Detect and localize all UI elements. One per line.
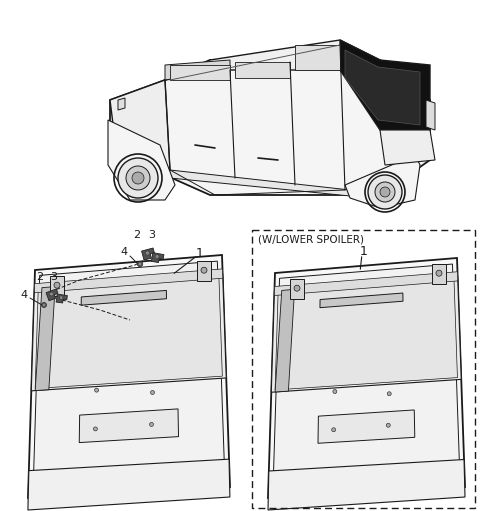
Polygon shape [110, 140, 420, 196]
Circle shape [43, 304, 45, 306]
Polygon shape [33, 261, 225, 492]
Circle shape [386, 423, 390, 427]
Text: 3: 3 [148, 230, 156, 240]
Circle shape [118, 158, 158, 198]
Polygon shape [28, 459, 230, 510]
Text: 1: 1 [196, 246, 204, 260]
Polygon shape [118, 98, 125, 110]
Circle shape [436, 270, 442, 276]
Polygon shape [110, 60, 430, 195]
Polygon shape [170, 65, 230, 80]
Polygon shape [56, 294, 67, 303]
Bar [252, 230, 475, 508]
Circle shape [95, 388, 98, 392]
Polygon shape [275, 278, 457, 390]
Polygon shape [340, 40, 430, 130]
Circle shape [151, 390, 155, 394]
Polygon shape [275, 289, 295, 392]
Polygon shape [108, 120, 175, 200]
Polygon shape [50, 276, 64, 296]
Polygon shape [290, 279, 304, 299]
Circle shape [333, 389, 337, 393]
Polygon shape [79, 409, 179, 443]
Circle shape [145, 251, 150, 255]
Text: 2: 2 [36, 272, 44, 282]
Polygon shape [320, 293, 403, 308]
Polygon shape [165, 40, 380, 90]
Circle shape [42, 303, 47, 308]
Text: 4: 4 [121, 247, 128, 257]
Circle shape [94, 427, 97, 431]
Polygon shape [28, 255, 230, 498]
Circle shape [137, 261, 143, 267]
Polygon shape [165, 60, 230, 80]
Polygon shape [345, 50, 420, 125]
Polygon shape [380, 130, 435, 165]
Circle shape [375, 182, 395, 202]
Circle shape [380, 187, 390, 197]
Polygon shape [142, 248, 155, 260]
Polygon shape [268, 258, 465, 498]
Polygon shape [271, 276, 461, 392]
Circle shape [387, 392, 391, 396]
Polygon shape [273, 264, 460, 492]
Polygon shape [318, 410, 415, 443]
Circle shape [60, 296, 63, 299]
Polygon shape [235, 62, 290, 78]
Circle shape [155, 254, 159, 259]
Polygon shape [35, 287, 55, 390]
Polygon shape [35, 276, 222, 388]
Polygon shape [345, 155, 420, 208]
Circle shape [49, 292, 53, 296]
Text: 1: 1 [360, 244, 368, 258]
Polygon shape [110, 80, 170, 170]
Polygon shape [274, 272, 458, 295]
Text: 2: 2 [133, 230, 141, 240]
Circle shape [139, 263, 141, 265]
Polygon shape [46, 289, 58, 301]
Circle shape [54, 282, 60, 288]
Polygon shape [432, 264, 446, 284]
Circle shape [294, 285, 300, 291]
Polygon shape [295, 45, 340, 70]
Polygon shape [151, 252, 164, 263]
Circle shape [332, 428, 336, 432]
Circle shape [132, 172, 144, 184]
Circle shape [368, 175, 402, 209]
Circle shape [126, 166, 150, 190]
Text: (W/LOWER SPOILER): (W/LOWER SPOILER) [258, 234, 364, 244]
Polygon shape [197, 261, 211, 281]
Polygon shape [31, 273, 226, 391]
Polygon shape [268, 459, 465, 510]
Polygon shape [81, 290, 167, 305]
Circle shape [149, 423, 154, 426]
Text: 3: 3 [50, 272, 58, 282]
Circle shape [201, 267, 207, 273]
Text: 4: 4 [21, 290, 28, 300]
Polygon shape [426, 100, 435, 130]
Polygon shape [34, 269, 223, 293]
